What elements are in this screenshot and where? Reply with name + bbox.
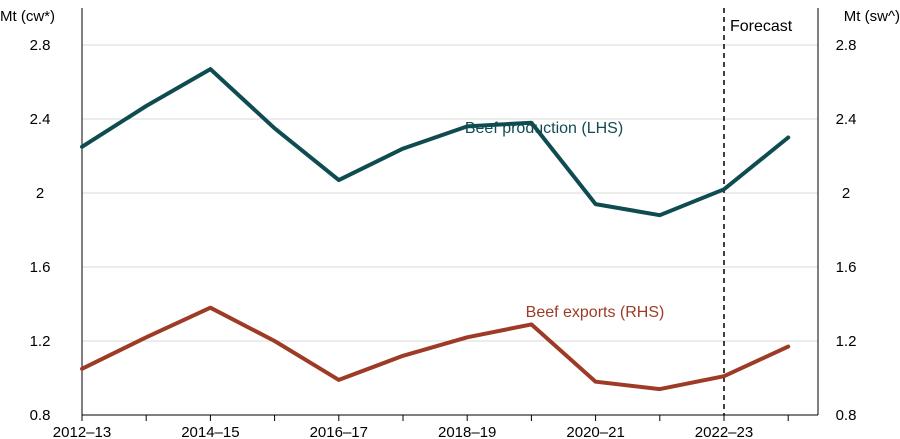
y-left-tick-label: 0.8: [30, 407, 51, 424]
x-tick-label: 2018–19: [438, 424, 496, 439]
x-tick-label: 2014–15: [181, 424, 239, 439]
y-right-tick-label: 1.2: [836, 333, 857, 350]
y-left-axis-title: Mt (cw*): [0, 8, 55, 25]
y-right-tick-label: 2: [842, 185, 850, 202]
y-left-tick-label: 2: [36, 185, 44, 202]
gridlines: [82, 44, 818, 342]
x-tick-label: 2022–23: [695, 424, 753, 439]
x-tick-label: 2016–17: [310, 424, 368, 439]
y-right-axis-title: Mt (sw^): [844, 8, 900, 25]
series-line-beef-exports: [80, 305, 791, 392]
y-left-tick-label: 1.6: [30, 259, 51, 276]
x-tick-label: 2020–21: [566, 424, 624, 439]
y-right-tick-label: 0.8: [836, 407, 857, 424]
y-left-tick-label: 1.2: [30, 333, 51, 350]
y-left-tick-label: 2.4: [30, 111, 51, 128]
x-tick-label: 2012–13: [53, 424, 111, 439]
y-right-tick-label: 2.4: [836, 111, 857, 128]
labels: 0.8 0.8 1.2 1.2 1.6 1.6 2 2 2.4 2.4 2.8 2.8 2012–13 2…: [0, 8, 900, 439]
series-label-beef-exports: Beef exports (RHS): [526, 304, 665, 321]
axes: [81, 8, 819, 421]
series-label-beef-production: Beef production (LHS): [465, 120, 623, 137]
forecast-label: Forecast: [730, 18, 793, 35]
y-right-tick-label: 1.6: [836, 259, 857, 276]
series-line-beef-production: [80, 67, 791, 218]
series-lines: [80, 67, 791, 392]
y-left-tick-label: 2.8: [30, 37, 51, 54]
y-right-tick-label: 2.8: [836, 37, 857, 54]
